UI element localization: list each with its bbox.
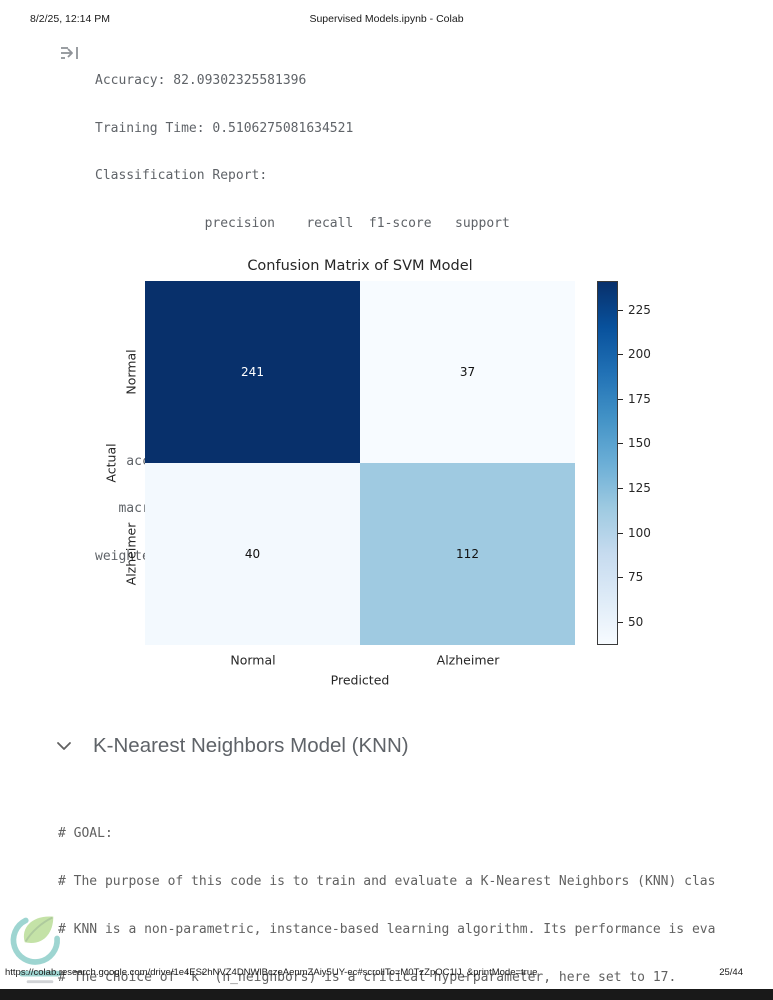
heatmap-cell-normal-alzheimer: 37 <box>360 281 575 463</box>
output-line: Training Time: 0.5106275081634521 <box>95 120 354 136</box>
code-comments-block: # GOAL: # The purpose of this code is to… <box>58 795 715 1000</box>
output-line: Classification Report: <box>95 168 268 184</box>
colorbar-tick <box>618 533 623 534</box>
colorbar-tick <box>618 577 623 578</box>
colorbar-tick-label: 125 <box>628 481 651 495</box>
x-tick-normal: Normal <box>230 652 276 668</box>
colorbar-tick-label: 100 <box>628 526 651 540</box>
chart-title: Confusion Matrix of SVM Model <box>247 258 473 274</box>
x-tick-alzheimer: Alzheimer <box>436 652 500 668</box>
colorbar-tick <box>618 443 623 444</box>
code-line: # The purpose of this code is to train a… <box>58 874 716 889</box>
colorbar-tick-label: 175 <box>628 392 651 406</box>
y-tick-alzheimer: Alzheimer <box>123 522 139 586</box>
heatmap-cell-normal-normal: 241 <box>145 281 360 463</box>
print-header-title: Supervised Models.ipynb - Colab <box>309 13 464 25</box>
heatmap-cell-alzheimer-normal: 40 <box>145 463 360 645</box>
print-footer-url: https://colab.research.google.com/drive/… <box>5 967 538 978</box>
colorbar-tick <box>618 622 623 623</box>
colorbar <box>597 281 618 645</box>
screen-edge-bar <box>0 989 773 1000</box>
chevron-down-icon[interactable] <box>56 740 72 752</box>
code-line: # GOAL: <box>58 826 113 841</box>
print-footer-page-number: 25/44 <box>719 967 743 978</box>
colorbar-tick-label: 75 <box>628 570 644 584</box>
confusion-matrix-heatmap: 241 37 40 112 <box>145 281 575 645</box>
green-leaf-logo <box>10 916 61 984</box>
cell-output-arrow-icon <box>61 47 78 59</box>
colorbar-tick <box>618 399 623 400</box>
colorbar-tick-label: 150 <box>628 436 651 450</box>
code-line: # KNN is a non-parametric, instance-base… <box>58 922 716 937</box>
section-title-knn: K-Nearest Neighbors Model (KNN) <box>93 734 409 757</box>
y-axis-label: Actual <box>103 443 119 483</box>
colorbar-tick-label: 50 <box>628 615 644 629</box>
colorbar-tick <box>618 310 623 311</box>
colorbar-tick <box>618 354 623 355</box>
output-line: precision recall f1-score support <box>95 215 510 231</box>
y-tick-normal: Normal <box>123 349 139 395</box>
heatmap-cell-alzheimer-alzheimer: 112 <box>360 463 575 645</box>
colorbar-tick <box>618 488 623 489</box>
print-header-datetime: 8/2/25, 12:14 PM <box>30 13 110 25</box>
code-line: # The choice of 'k' (n_neighbors) is a c… <box>58 970 677 985</box>
x-axis-label: Predicted <box>330 672 390 688</box>
output-line: Accuracy: 82.09302325581396 <box>95 73 307 88</box>
colorbar-tick-label: 225 <box>628 303 651 317</box>
colorbar-tick-label: 200 <box>628 347 651 361</box>
